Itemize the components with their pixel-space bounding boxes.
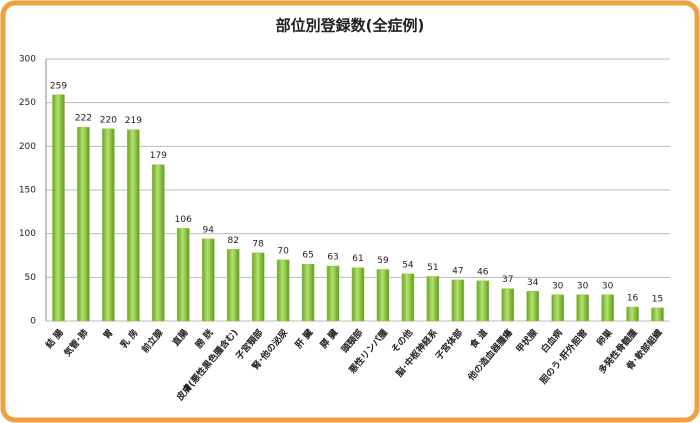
bar: [201, 238, 215, 322]
bar: [426, 276, 440, 322]
y-tick-label: 0: [30, 317, 36, 327]
bar: [551, 294, 564, 322]
value-label: 61: [352, 254, 363, 264]
bar: [152, 164, 165, 322]
value-label: 16: [627, 294, 639, 304]
value-label: 47: [452, 266, 463, 276]
bar: [651, 307, 664, 322]
value-label: 30: [602, 281, 614, 291]
value-label: 82: [227, 236, 238, 246]
y-tick-label: 50: [25, 273, 37, 283]
value-label: 54: [402, 260, 414, 270]
y-tick-label: 250: [19, 98, 36, 108]
value-label: 46: [477, 267, 489, 277]
value-label: 70: [277, 246, 289, 256]
value-label: 220: [100, 115, 117, 125]
value-label: 34: [527, 278, 539, 288]
y-tick-label: 300: [19, 55, 36, 65]
chart-title: 部位別登録数(全症例): [276, 17, 425, 35]
value-label: 15: [652, 294, 663, 304]
bar: [301, 263, 315, 322]
bar: [451, 279, 465, 322]
bar: [102, 128, 115, 322]
bar: [251, 252, 265, 322]
bar: [127, 129, 140, 322]
bar: [526, 291, 539, 322]
bar: [626, 306, 639, 322]
value-label: 219: [125, 116, 142, 126]
value-label: 63: [327, 252, 338, 262]
bar: [401, 273, 415, 322]
bar: [226, 249, 240, 322]
value-label: 94: [203, 225, 215, 235]
bar: [501, 288, 515, 322]
value-label: 30: [577, 281, 589, 291]
value-label: 59: [377, 256, 389, 266]
bar: [177, 228, 190, 322]
bar: [276, 259, 290, 322]
value-label: 222: [75, 114, 92, 124]
value-label: 78: [252, 239, 264, 249]
value-label: 51: [427, 263, 438, 273]
bar: [326, 265, 340, 322]
bar: [576, 294, 589, 322]
y-tick-label: 200: [19, 142, 36, 152]
bar: [77, 126, 90, 322]
value-label: 179: [150, 151, 167, 161]
y-tick-label: 150: [19, 186, 36, 196]
y-tick-label: 100: [19, 229, 36, 239]
value-label: 30: [552, 281, 564, 291]
value-label: 106: [175, 215, 192, 225]
value-label: 37: [502, 275, 513, 285]
value-label: 259: [50, 81, 67, 91]
bar: [476, 280, 490, 322]
bar: [601, 294, 614, 322]
bar: [351, 267, 365, 322]
bar: [376, 269, 390, 322]
value-label: 65: [302, 251, 313, 261]
bar: [52, 94, 65, 322]
